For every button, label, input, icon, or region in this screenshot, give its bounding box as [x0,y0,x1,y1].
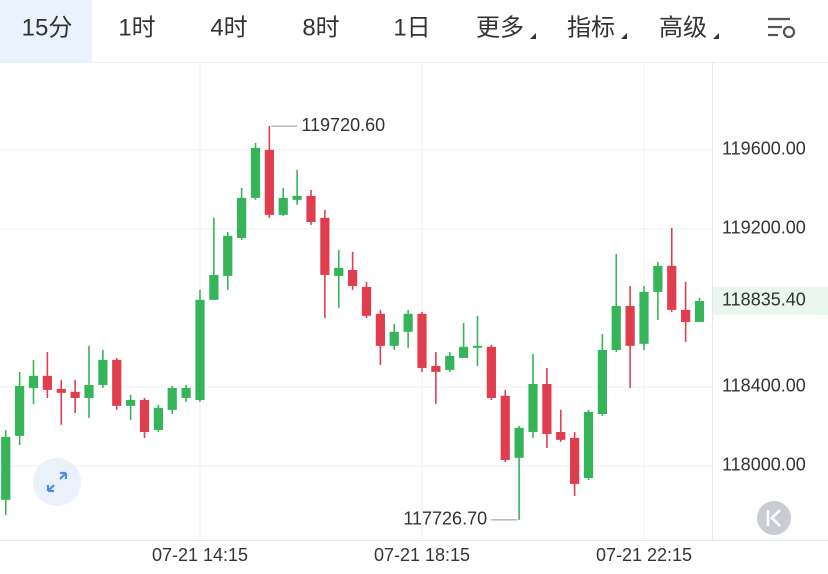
tab-label[interactable]: 1时 [118,14,155,41]
candle-body [15,385,25,436]
x-tick-label: 07-21 18:15 [374,545,470,565]
candle-body [514,427,524,458]
candle-body [112,359,122,406]
expand-icon [46,471,68,493]
candle-body [375,313,385,346]
x-tick-label: 07-21 22:15 [596,545,692,565]
candle-body [195,299,205,400]
reset-button[interactable] [757,501,791,535]
y-tick-label: 118400.00 [722,376,806,396]
candle-body [556,431,566,440]
candle-body [542,383,552,434]
candle-body [139,399,150,432]
candle-body [653,265,663,292]
candle-body [209,274,219,300]
dropdown-arrow [713,33,719,39]
candle-body [56,388,66,393]
candle-body [153,407,163,430]
candle-body [28,375,39,388]
candle-body [348,269,358,286]
candle-body [306,195,316,222]
candle-body [611,305,621,350]
candle-body [500,395,510,461]
tab-label[interactable]: 1日 [393,14,430,41]
candle-body [167,387,177,410]
candle-body [334,267,344,276]
candle-body [417,313,427,368]
tab-label[interactable]: 15分 [22,14,73,41]
high-label: 119720.60 [301,115,385,135]
plot [0,62,712,540]
tab-label[interactable]: 指标 [567,14,615,41]
dropdown-arrow [530,33,536,39]
last-price-label: 118835.40 [722,290,806,310]
candle-body [486,346,496,398]
candle-body [472,345,483,348]
reset-icon [766,509,781,527]
candle-body [570,437,580,484]
dropdown-arrow [621,33,627,39]
candle-body [70,391,80,398]
candle-body [583,412,594,478]
candle-body [250,147,261,198]
candle-body [84,384,94,398]
y-tick-label: 118000.00 [722,455,806,475]
settings-icon[interactable] [768,17,796,39]
candle-body [639,291,649,344]
candle-body [320,217,330,275]
tab-label[interactable]: 高级 [659,14,707,41]
candle-body [237,197,247,238]
low-label: 117726.70 [403,509,487,529]
candle-body [403,313,413,332]
icon-gear [782,25,796,39]
active-tab-bg [0,0,92,62]
candle-body [389,331,399,346]
candle-body [361,286,372,316]
expand-bg [33,458,81,506]
tab-label[interactable]: 更多 [476,14,524,41]
x-tick-label: 07-21 14:15 [152,545,248,565]
candle-body [98,359,108,385]
candle-body [681,309,691,322]
candle-body [42,375,52,390]
tab-label[interactable]: 4时 [210,14,247,41]
y-tick-label: 119200.00 [722,218,806,238]
candle-body [264,149,274,215]
candle-body [292,195,302,200]
candle-body [694,300,705,322]
candle-body [597,349,607,414]
tab-label[interactable]: 8时 [302,14,339,41]
last-price-bg [713,286,828,315]
candle-body [445,355,455,370]
candle-body [1,436,11,500]
candle-body [278,197,288,215]
candle-body [223,235,233,276]
reset-bg [757,501,791,535]
candle-body [431,365,441,372]
candle-body [528,383,538,432]
candle-body [667,265,677,310]
candle-body [126,399,136,406]
y-tick-label: 119600.00 [722,139,806,159]
expand-button[interactable] [33,458,81,506]
candle-body [625,305,635,346]
candle-body [459,346,469,358]
candle-body [181,387,191,398]
